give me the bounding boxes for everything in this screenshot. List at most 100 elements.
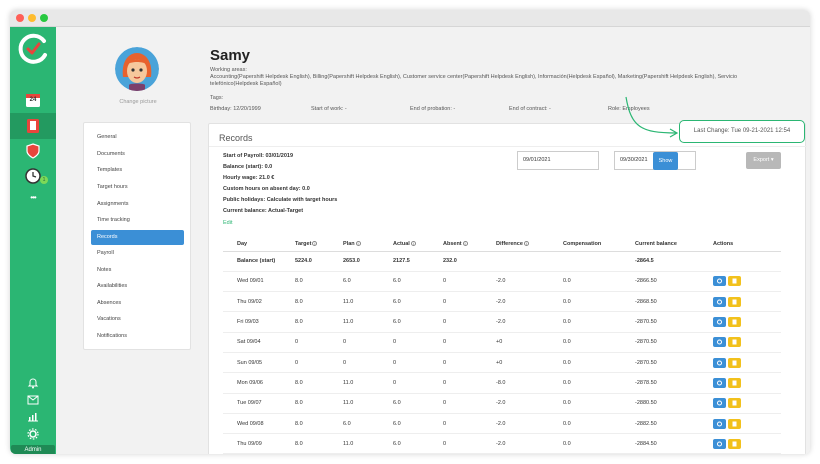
gear-icon[interactable]: [23, 424, 43, 444]
nav-item-notes[interactable]: Notes: [97, 267, 112, 273]
admin-button[interactable]: Admin: [11, 445, 55, 454]
nav-item-vacations[interactable]: Vacations: [97, 316, 121, 322]
table-cell: Thu 09/02: [223, 291, 295, 313]
table-cell: -2.0: [496, 393, 563, 414]
bell-icon[interactable]: [23, 373, 43, 393]
table-cell: 6.0: [393, 271, 443, 293]
export-button[interactable]: Export ▾: [746, 152, 781, 169]
note-icon[interactable]: [728, 398, 741, 409]
info-icon[interactable]: i: [410, 241, 416, 247]
table-cell: 0: [295, 332, 343, 353]
table-cell: 6.0: [393, 291, 443, 313]
nav-item-notifications[interactable]: Notifications: [97, 333, 127, 339]
settings-icon[interactable]: [713, 296, 726, 307]
info-icon[interactable]: i: [312, 241, 318, 247]
note-icon[interactable]: [728, 357, 741, 368]
balance-start-row: Balance (start) 5224.0 2653.0 2127.5 232…: [223, 251, 781, 272]
settings-icon[interactable]: [713, 337, 726, 348]
zoom-window-button[interactable]: [40, 14, 48, 22]
nav-item-target-hours[interactable]: Target hours: [97, 184, 128, 190]
info-icon[interactable]: i: [355, 241, 361, 247]
table-cell: -2884.50: [635, 433, 713, 454]
nav-item-documents[interactable]: Documents: [97, 151, 125, 157]
calendar-icon[interactable]: 24: [23, 90, 43, 110]
nav-item-payroll[interactable]: Payroll: [97, 250, 114, 256]
table-cell: 8.0: [295, 271, 343, 293]
column-header-target-label: Target: [295, 241, 312, 248]
settings-icon[interactable]: [713, 438, 726, 449]
change-picture-link[interactable]: Change picture: [119, 99, 157, 105]
note-icon[interactable]: [728, 337, 741, 348]
note-icon[interactable]: [728, 438, 741, 449]
table-cell: +0: [496, 332, 563, 353]
nav-item-availabilities[interactable]: Availabilities: [97, 283, 128, 289]
public-holidays: Public holidays: Calculate with target h…: [223, 197, 338, 203]
table-cell: 8.0: [295, 393, 343, 414]
book-icon[interactable]: [23, 116, 43, 136]
end-of-contract: End of contract: -: [509, 106, 551, 112]
nav-item-records[interactable]: Records: [91, 230, 184, 245]
nav-item-time-tracking[interactable]: Time tracking: [97, 217, 130, 223]
working-areas-label: Working areas:: [210, 67, 247, 73]
mail-icon[interactable]: [23, 390, 43, 410]
logo-icon[interactable]: [15, 31, 51, 67]
note-icon[interactable]: [728, 276, 741, 287]
settings-icon[interactable]: [713, 418, 726, 429]
shield-icon[interactable]: [23, 141, 43, 161]
table-cell: Wed 09/01: [223, 271, 295, 293]
table-cell: 11.0: [343, 372, 393, 394]
edit-link[interactable]: Edit: [223, 220, 233, 226]
table-cell: 0: [443, 291, 496, 313]
column-header-target: Target i: [295, 238, 343, 252]
window-titlebar: [10, 10, 810, 27]
nav-item-templates[interactable]: Templates: [97, 167, 123, 173]
table-cell: -2864.5: [635, 251, 713, 272]
day-rows: Wed 09/01 8.0 6.0 6.0 0 -2.0 0.0 -2866.50 Thu 09…: [223, 271, 781, 454]
close-window-button[interactable]: [16, 14, 24, 22]
nav-item-assignments[interactable]: Assignments: [97, 201, 129, 207]
settings-icon[interactable]: [713, 357, 726, 368]
table-header-row: Day Target i Plan i Actual i Absent i Differ…: [223, 238, 781, 252]
table-cell: 0: [343, 332, 393, 353]
table-cell: 6.0: [393, 433, 443, 454]
table-cell: 11.0: [343, 291, 393, 313]
note-icon[interactable]: [728, 377, 741, 388]
table-cell: 0: [443, 372, 496, 394]
nav-item-general[interactable]: General: [97, 134, 117, 140]
table-cell: 0: [443, 413, 496, 435]
table-cell: [496, 251, 563, 272]
info-icon[interactable]: i: [462, 241, 468, 247]
info-icon[interactable]: i: [523, 241, 529, 247]
app-window: 24 1 ••• Admin: [10, 10, 810, 454]
nav-item-absences[interactable]: Absences: [97, 300, 122, 306]
settings-icon[interactable]: [713, 276, 726, 287]
show-button[interactable]: Show: [653, 152, 678, 170]
minimize-window-button[interactable]: [28, 14, 36, 22]
table-cell: -2880.50: [635, 393, 713, 414]
clock-icon[interactable]: 1: [23, 166, 48, 186]
table-row: Fri 09/03 8.0 11.0 6.0 0 -2.0 0.0 -2870.50: [223, 311, 781, 333]
table-cell: Wed 09/08: [223, 413, 295, 435]
settings-icon[interactable]: [713, 317, 726, 328]
table-row: Thu 09/02 8.0 11.0 6.0 0 -2.0 0.0 -2868.50: [223, 291, 781, 313]
avatar[interactable]: [115, 47, 159, 91]
chart-icon[interactable]: [23, 407, 43, 427]
note-icon[interactable]: [728, 418, 741, 429]
column-header-current-balance: Current balance: [635, 238, 713, 252]
table-cell: [713, 251, 781, 272]
more-icon[interactable]: •••: [30, 192, 36, 202]
date-from-input[interactable]: 09/01/2021: [517, 151, 599, 170]
note-icon[interactable]: [728, 296, 741, 307]
table-cell: 0: [443, 271, 496, 293]
row-actions: [713, 433, 781, 454]
column-header-actions: Actions: [713, 238, 781, 252]
records-table: Day Target i Plan i Actual i Absent i Differ…: [223, 238, 781, 454]
note-icon[interactable]: [728, 317, 741, 328]
row-actions: [713, 311, 781, 333]
records-title: Records: [219, 133, 253, 143]
hourly-wage: Hourly wage: 21.0 €: [223, 175, 275, 181]
settings-icon[interactable]: [713, 398, 726, 409]
settings-icon[interactable]: [713, 377, 726, 388]
table-cell: -2866.50: [635, 271, 713, 293]
calendar-day: 24: [29, 97, 37, 103]
